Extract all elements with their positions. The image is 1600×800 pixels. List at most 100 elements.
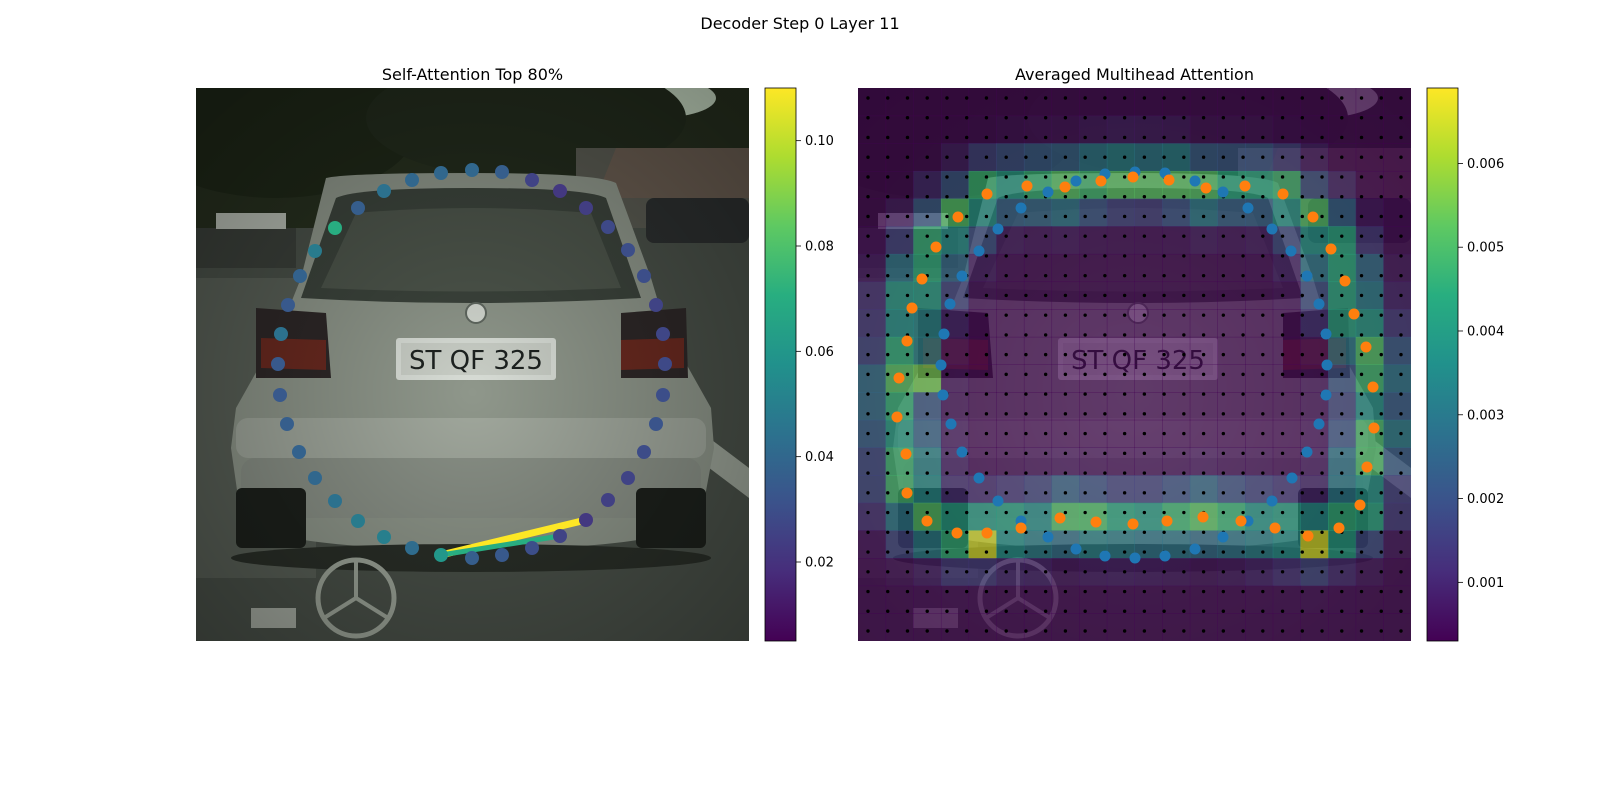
grid-dot [945, 550, 949, 554]
attention-point [649, 298, 663, 312]
heatmap-cell [1079, 309, 1108, 338]
heatmap-cell [968, 419, 997, 448]
grid-dot [1201, 333, 1206, 337]
grid-dot [1201, 254, 1206, 258]
grid-dot [1280, 550, 1285, 554]
grid-dot [1043, 214, 1048, 219]
polygon-point [1200, 182, 1212, 194]
grid-dot [1083, 135, 1087, 140]
heatmap-cell [968, 392, 997, 421]
grid-dot [1083, 333, 1087, 337]
grid-dot [1340, 214, 1344, 219]
grid-dot [1261, 589, 1265, 594]
heatmap-cell [996, 447, 1025, 476]
grid-dot [1261, 471, 1265, 475]
grid-dot [1300, 550, 1304, 554]
grid-dot [945, 273, 949, 278]
heatmap-cell [1217, 88, 1246, 117]
grid-dot [1399, 471, 1403, 475]
grid-dot [905, 135, 910, 140]
polygon-point [1015, 202, 1027, 214]
polygon-point [937, 389, 949, 401]
grid-dot [925, 195, 929, 199]
heatmap-cell [1300, 475, 1329, 504]
heatmap-cell [996, 143, 1025, 172]
polygon-point [1361, 461, 1373, 473]
grid-dot [1241, 155, 1245, 159]
grid-dot [925, 471, 929, 475]
heatmap-cell [996, 170, 1025, 200]
grid-dot [1122, 293, 1127, 298]
polygon-point [956, 270, 968, 282]
grid-dot [1379, 550, 1383, 554]
grid-dot [965, 589, 969, 594]
grid-dot [1043, 451, 1048, 456]
polygon-point [1159, 550, 1171, 562]
grid-dot [1340, 352, 1344, 357]
grid-dot [965, 234, 969, 238]
grid-dot [1063, 550, 1068, 554]
polygon-point [956, 446, 968, 458]
grid-dot [1024, 451, 1028, 456]
grid-dot [1182, 135, 1186, 140]
grid-dot [945, 135, 949, 140]
grid-dot [965, 471, 969, 475]
grid-dot [1379, 234, 1383, 238]
heatmap-cell [968, 558, 997, 587]
grid-dot [1083, 273, 1087, 278]
heatmap-cell [996, 115, 1025, 144]
grid-dot [1122, 372, 1127, 377]
polygon-point [992, 495, 1004, 507]
heatmap-cell [1162, 281, 1191, 310]
colorbar-tick-label: 0.003 [1467, 408, 1504, 423]
grid-dot [1261, 313, 1265, 317]
attention-point [495, 548, 509, 562]
polygon-point [1313, 298, 1325, 310]
grid-dot [1300, 195, 1304, 199]
heatmap-cell [1300, 88, 1329, 117]
polygon-point [916, 273, 928, 285]
grid-dot [1280, 155, 1285, 159]
grid-dot [1300, 352, 1304, 357]
heatmap-cell [1383, 530, 1411, 559]
heatmap-cell [858, 558, 887, 587]
grid-dot [1103, 135, 1107, 140]
grid-dot [1221, 313, 1226, 317]
grid-dot [1280, 431, 1285, 436]
grid-dot [866, 510, 870, 515]
grid-dot [1261, 214, 1265, 219]
heatmap-cell [1189, 198, 1218, 227]
grid-dot [1340, 471, 1344, 475]
grid-dot [1063, 234, 1068, 238]
polygon-point [1021, 180, 1033, 192]
grid-dot [1379, 293, 1383, 298]
grid-dot [1359, 451, 1364, 456]
grid-dot [1103, 372, 1107, 377]
heatmap-cell [1383, 392, 1411, 421]
grid-dot [1379, 313, 1383, 317]
colorbar-tick-label: 0.004 [1467, 324, 1504, 339]
heatmap-cell [968, 253, 997, 283]
grid-dot [1261, 352, 1265, 357]
attention-point [405, 173, 419, 187]
grid-dot [1083, 451, 1087, 456]
heatmap-cell [1134, 143, 1163, 172]
grid-dot [1162, 392, 1166, 396]
grid-dot [1399, 372, 1403, 377]
grid-dot [1103, 570, 1107, 574]
attention-point [621, 471, 635, 485]
grid-dot [1221, 471, 1226, 475]
heatmap-cell [858, 475, 887, 504]
heatmap-cell [1245, 336, 1274, 365]
grid-dot [1004, 116, 1008, 120]
grid-dot [886, 412, 890, 416]
grid-dot [1280, 530, 1285, 534]
heatmap-cell [1051, 309, 1080, 338]
grid-dot [1004, 234, 1008, 238]
grid-dot [945, 313, 949, 317]
polygon-point [1285, 245, 1297, 257]
grid-dot [1103, 195, 1107, 199]
heatmap-cell [1023, 613, 1053, 641]
polygon-point [1277, 188, 1289, 200]
attention-point [553, 184, 567, 198]
